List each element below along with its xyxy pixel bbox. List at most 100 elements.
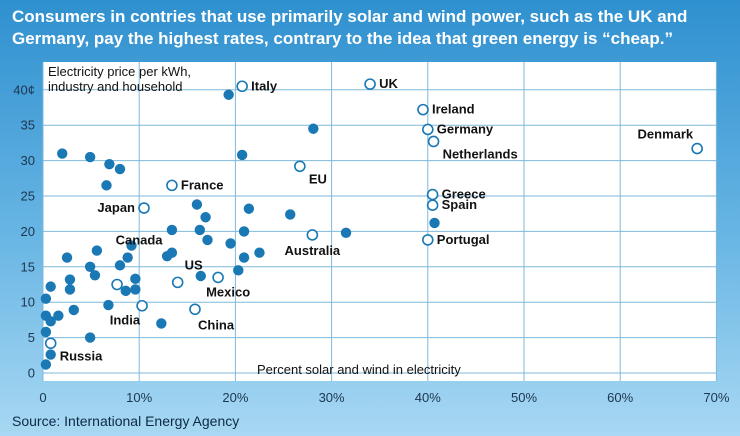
data-point — [40, 326, 52, 338]
data-point — [126, 240, 137, 251]
data-point — [84, 151, 96, 163]
label-canada: Canada — [116, 233, 164, 248]
data-point — [238, 226, 250, 237]
unlabeled-points — [40, 89, 440, 370]
label-eu: EU — [309, 171, 327, 186]
point-us — [171, 276, 184, 289]
x-tick-label: 70% — [703, 390, 729, 405]
data-point — [57, 148, 68, 159]
point-eu — [294, 160, 306, 173]
data-point — [40, 293, 52, 304]
label-russia: Russia — [60, 348, 103, 363]
y-tick-labels: 0 5 10 15 20 25 30 35 40¢ — [13, 82, 35, 380]
data-point — [84, 332, 96, 343]
label-us: US — [185, 257, 203, 272]
chart-headline: Consumers in contries that use primarily… — [12, 7, 688, 48]
point-japan — [138, 202, 150, 214]
data-point — [114, 163, 126, 175]
labeled-points — [44, 78, 703, 350]
data-point — [202, 234, 213, 246]
point-india — [136, 299, 148, 312]
data-point — [200, 212, 211, 223]
label-netherlands: Netherlands — [443, 146, 518, 161]
y-tick-label: 0 — [28, 366, 35, 381]
label-mexico: Mexico — [206, 284, 250, 299]
label-italy: Italy — [251, 78, 278, 93]
y-tick-label: 25 — [21, 189, 35, 204]
data-point — [236, 149, 248, 161]
x-tick-label: 50% — [511, 390, 537, 405]
data-point — [64, 284, 76, 295]
data-point — [233, 265, 244, 276]
point-netherlands — [427, 135, 440, 148]
point-australia — [306, 229, 319, 241]
point-canada — [111, 278, 123, 291]
y-tick-label: 10 — [21, 295, 35, 310]
data-point — [130, 273, 141, 285]
data-point — [61, 252, 73, 263]
label-spain: Spain — [442, 197, 477, 212]
x-tick-label: 20% — [222, 390, 248, 405]
y-tick-label: 5 — [28, 330, 35, 345]
y-axis-label-line-1: Electricity price per kWh, — [48, 64, 191, 79]
data-point — [429, 217, 440, 229]
data-point — [194, 224, 206, 236]
x-tick-label: 40% — [415, 390, 441, 405]
y-gridlines — [43, 89, 716, 374]
data-point — [195, 270, 206, 282]
data-point — [223, 89, 234, 100]
data-point — [161, 250, 173, 262]
label-portugal: Portugal — [437, 232, 490, 247]
data-point — [120, 285, 131, 297]
x-axis-label: Percent solar and wind in electricity — [257, 362, 461, 377]
point-denmark — [691, 142, 703, 155]
x-tick-label: 10% — [126, 390, 152, 405]
label-india: India — [110, 313, 141, 328]
data-point — [243, 203, 255, 214]
y-tick-label: 30 — [21, 153, 35, 168]
country-labels: Italy UK Ireland Germany Netherlands Denmark F… — [60, 76, 694, 363]
point-portugal — [421, 234, 434, 246]
data-point — [225, 238, 236, 249]
data-point — [122, 252, 133, 263]
data-point — [191, 199, 203, 210]
source-note: Source: International Energy Agency — [12, 413, 240, 429]
data-point — [45, 349, 56, 360]
point-uk — [364, 78, 376, 90]
data-point — [64, 274, 76, 285]
label-japan: Japan — [97, 200, 135, 215]
data-point — [89, 270, 101, 281]
label-denmark: Denmark — [638, 127, 694, 142]
point-italy — [236, 80, 248, 93]
label-uk: UK — [379, 76, 398, 91]
x-tick-labels: 0 10% 20% 30% 40% 50% 60% 70% — [39, 390, 729, 405]
data-point — [166, 224, 178, 236]
point-spain — [426, 199, 439, 212]
y-tick-label: 40¢ — [13, 82, 35, 97]
data-point — [238, 252, 250, 263]
x-tick-label: 60% — [607, 390, 633, 405]
label-france: France — [181, 177, 224, 192]
point-ireland — [417, 103, 429, 116]
data-point — [340, 227, 352, 239]
data-point — [254, 247, 265, 258]
point-germany — [421, 123, 434, 136]
y-tick-label: 20 — [21, 224, 35, 239]
data-point — [103, 299, 114, 311]
data-point — [40, 359, 52, 370]
data-point — [104, 158, 115, 170]
y-tick-label: 15 — [21, 259, 35, 274]
label-germany: Germany — [437, 121, 494, 136]
data-point — [156, 318, 167, 329]
x-tick-label: 30% — [319, 390, 345, 405]
data-point — [114, 260, 126, 271]
data-point — [68, 304, 79, 316]
point-china — [189, 303, 201, 316]
y-axis-label-line-2: industry and household — [48, 79, 182, 94]
data-point — [45, 316, 56, 327]
label-china: China — [198, 317, 235, 332]
data-point — [285, 209, 296, 220]
label-ireland: Ireland — [432, 102, 475, 117]
label-greece: Greece — [442, 187, 486, 202]
